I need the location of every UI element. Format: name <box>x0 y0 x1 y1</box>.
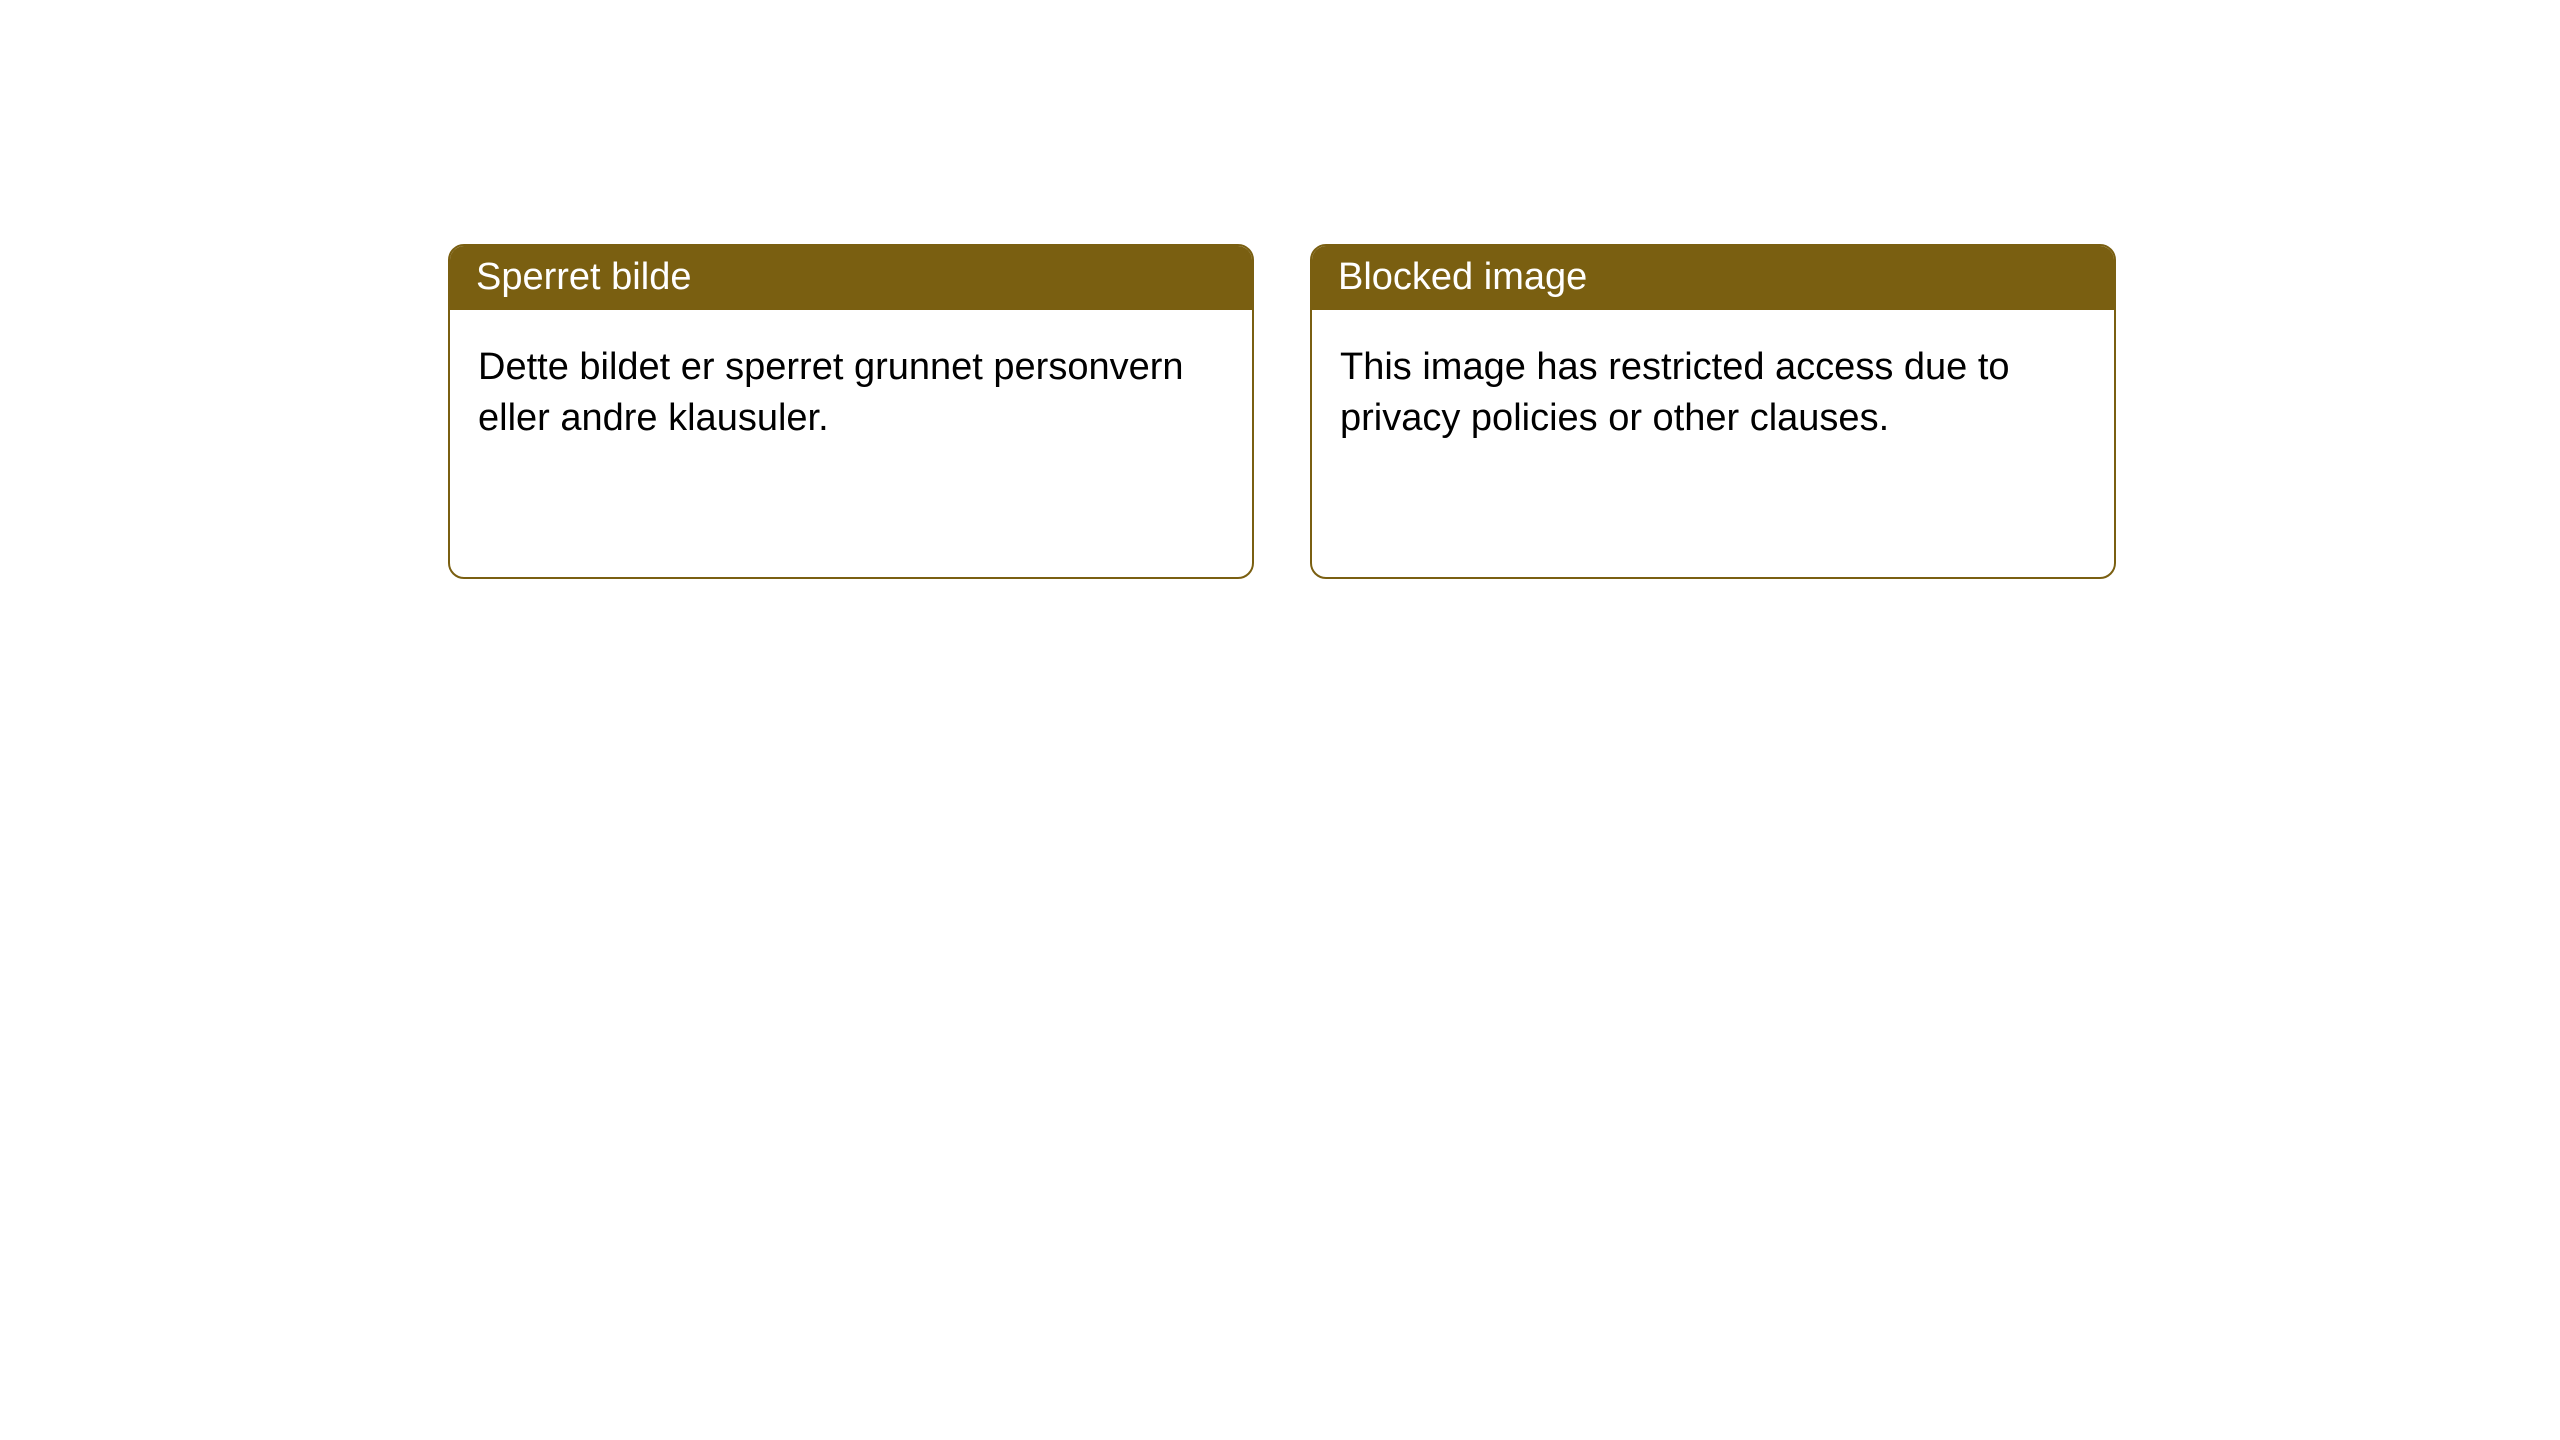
notice-body: This image has restricted access due to … <box>1312 310 2114 477</box>
notice-container: Sperret bilde Dette bildet er sperret gr… <box>0 0 2560 579</box>
notice-box-norwegian: Sperret bilde Dette bildet er sperret gr… <box>448 244 1254 579</box>
notice-body: Dette bildet er sperret grunnet personve… <box>450 310 1252 477</box>
notice-box-english: Blocked image This image has restricted … <box>1310 244 2116 579</box>
notice-header: Blocked image <box>1312 246 2114 310</box>
notice-header: Sperret bilde <box>450 246 1252 310</box>
